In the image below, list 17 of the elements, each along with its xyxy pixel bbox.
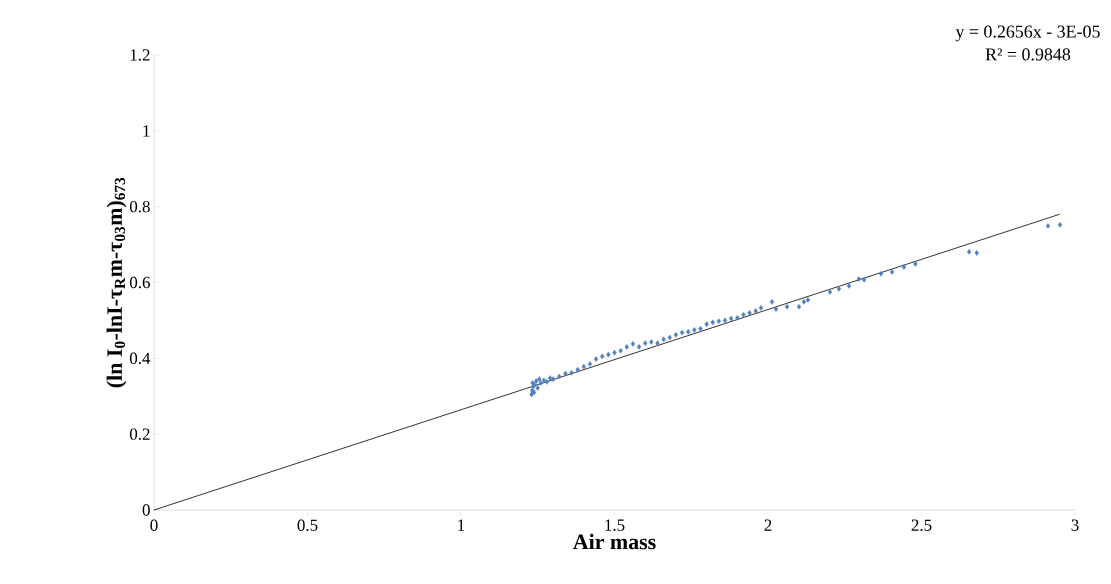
x-axis-title: Air mass	[573, 533, 656, 550]
x-tick-label: 2	[764, 519, 772, 531]
y-axis-title: (ln I$_{0}$-lnI-τ$_{R}$m-τ$_{03}$m)$_{673}$	[106, 177, 127, 388]
y-tick-label: 0.4	[129, 352, 151, 365]
y-tick-label: 0.6	[129, 276, 150, 289]
x-tick-label: 3	[1071, 519, 1079, 531]
y-tick-label: 1	[143, 125, 150, 137]
y-tick-label: 0	[142, 504, 150, 516]
x-tick-label: 1.5	[605, 519, 625, 531]
annotation: R² = 0.9848	[985, 48, 1071, 61]
y-tick-label: 0.8	[129, 200, 150, 213]
x-tick-label: 2.5	[911, 519, 932, 531]
y-tick-label: 1.2	[130, 49, 150, 61]
y-tick-label: 0.2	[129, 428, 150, 440]
text: y = 0.2656x - 3E-05	[955, 25, 1100, 42]
x-tick-label: 1	[458, 519, 465, 531]
x-tick-label: 0.5	[297, 519, 318, 532]
